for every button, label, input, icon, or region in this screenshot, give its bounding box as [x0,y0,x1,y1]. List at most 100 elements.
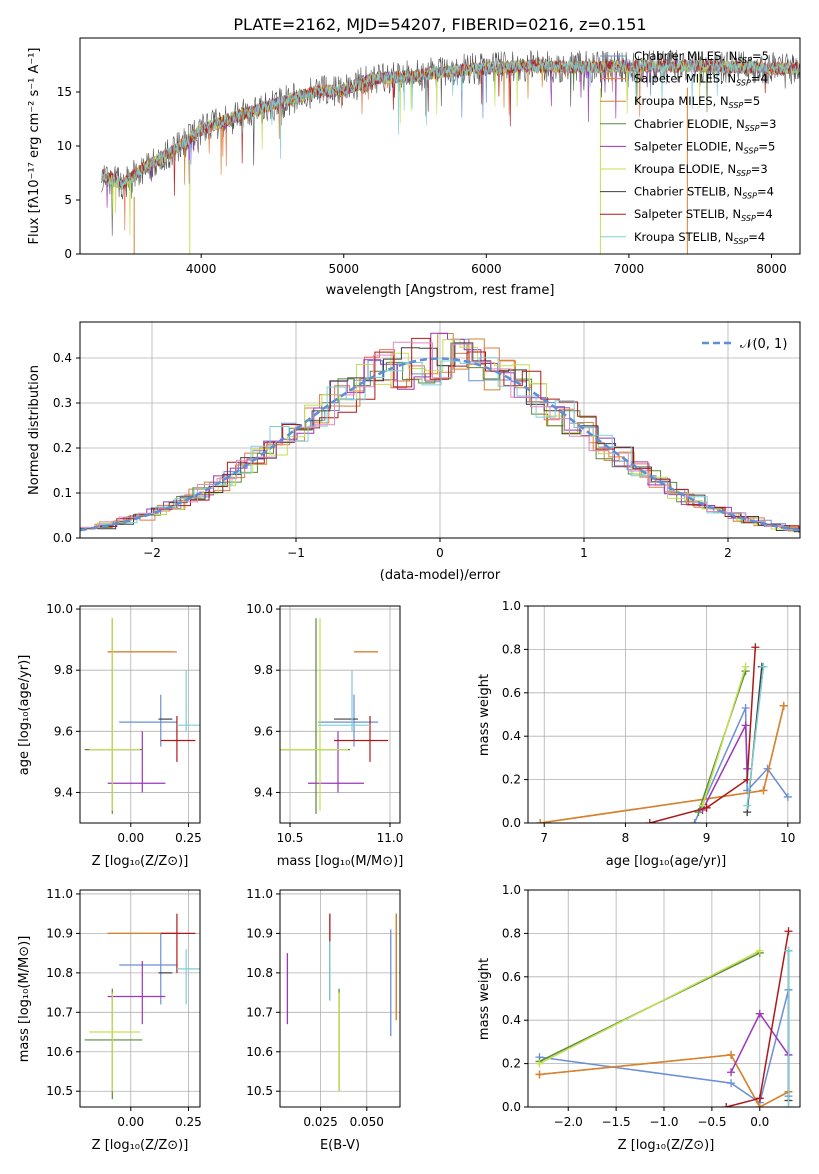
spectrum-xtick-label: 5000 [328,262,359,276]
residual-xtick-label: 2 [724,546,732,560]
mass-Z-panel-ytick-label: 11.0 [46,887,73,901]
mass-ebv-panel-xtick-label: 0.025 [303,1115,337,1129]
spectrum-ytick-label: 10 [57,139,72,153]
age-mass-panel-xtick-label: 11.0 [377,831,404,845]
weight-age-marker [783,792,792,801]
age-Z-panel-ytick-label: 9.8 [54,663,73,677]
age-Z-panel: 0.00 0.25 9.4 9.6 9.8 10.0 [46,602,202,845]
mass-ebv-panel-ytick-label: 10.7 [246,1005,273,1019]
weight-Z-marker [755,1103,764,1107]
weight-age-marker [536,819,545,823]
mass-Z-xlabel: Z [log₁₀(Z/Z⊙)] [92,1138,189,1153]
age-mass-panel-ytick-label: 10.0 [246,602,273,616]
weight-age-marker [741,662,750,671]
weight-Z-panel-xtick-label: 0.0 [750,1115,769,1129]
age-Z-panel-ytick-label: 10.0 [46,602,73,616]
weight-age-panel-ytick-label: 0.2 [502,773,521,787]
spectrum-legend-label: Salpeter ELODIE, NSSP=5 [634,139,775,155]
residual-ytick-label: 0.0 [53,531,72,545]
mass-ebv-xlabel: E(B-V) [320,1138,360,1153]
weight-Z-panel-ytick-label: 0.8 [502,926,521,940]
weight-Z-marker [784,1103,793,1107]
weight-age-line [701,666,747,806]
mass-Z-panel-ytick-label: 10.8 [46,966,73,980]
spectrum-line-kroupa-stelib [101,59,800,191]
weight-age-panel-ytick-label: 0.4 [502,729,521,743]
spectrum-xtick-label: 4000 [186,262,217,276]
residual-histogram [80,337,800,531]
mass-Z-panel-ytick-label: 10.6 [46,1045,73,1059]
spectrum-legend-label: Kroupa ELODIE, NSSP=3 [634,162,768,178]
weight-age-marker [645,819,654,823]
spectrum-ylabel: Flux [fλ10⁻¹⁷ erg cm⁻² s⁻¹ A⁻¹] [27,48,42,245]
residual-legend: 𝒩(0, 1) [702,337,787,352]
spectrum-legend-label: Kroupa MILES, NSSP=5 [634,94,760,110]
spectrum-line-chabrier-stelib [101,49,800,236]
mass-Z-panel: 0.00 0.25 10.5 10.6 10.7 10.8 10.9 11.0 [46,887,202,1129]
parameter-panels: 0.00 0.259.49.69.810.010.5 11.09.49.69.810… [46,599,801,1129]
age-mass-panel: 10.5 11.0 9.4 9.6 9.8 10.0 [246,602,403,845]
spectrum-legend: Chabrier MILES, NSSP=5 Salpeter MILES, NS… [600,49,776,246]
spectrum-ticks: 4000 5000 6000 7000 8000 0 5 10 15 [57,85,787,276]
residual-panel: −2 −1 0 1 2 0.0 0.1 0.2 0.3 0.4 𝒩(0, 1) (data-mod… [27,321,801,583]
mass-Z-ylabel: mass [log₁₀(M/M⊙)] [17,936,32,1063]
weight-Z-panel-ytick-label: 1.0 [502,883,521,897]
normal-curve-legend-label: 𝒩(0, 1) [740,337,787,352]
mass-Z-panel-xtick-label: 0.25 [175,1115,202,1129]
spectrum-legend-label: Kroupa STELIB, NSSP=4 [634,230,765,246]
weight-Z-panel-xtick-label: −0.5 [697,1115,726,1129]
residual-xlabel: (data-model)/error [380,568,501,583]
weight-Z-marker [755,1009,764,1018]
figure-title: PLATE=2162, MJD=54207, FIBERID=0216, z=0… [233,15,646,34]
spectrum-xlabel: wavelength [Angstrom, rest frame] [326,283,555,298]
weight-age-xlabel: age [log₁₀(age/yr)] [606,854,727,869]
axes-frame [79,605,201,824]
spectrum-ytick-label: 15 [57,85,72,99]
axes-frame [279,605,401,824]
age-mass-xlabel: mass [log₁₀(M/M⊙)] [277,854,404,869]
weight-Z-panel-ytick-label: 0.2 [502,1057,521,1071]
age-mass-panel-ytick-label: 9.6 [254,724,273,738]
weight-age-line [746,666,765,806]
spectrum-xtick-label: 6000 [471,262,502,276]
axes-frame [279,889,401,1108]
weight-Z-marker [755,946,764,955]
weight-Z-line [539,1054,789,1107]
residual-ytick-label: 0.1 [53,486,72,500]
residual-histogram [80,341,800,531]
weight-age-panel-xtick-label: 7 [540,831,548,845]
weight-age-panel: 7 8 9 10 0.0 0.2 0.4 0.6 0.8 1.0 [502,599,801,845]
spectrum-legend-label: Salpeter MILES, NSSP=4 [634,72,768,88]
age-Z-panel-ytick-label: 9.4 [54,785,73,799]
residual-histogram [80,339,800,533]
weight-Z-line [539,950,761,1065]
weight-Z-panel-marks [535,927,793,1107]
residual-xtick-label: −1 [287,546,305,560]
weight-age-panel-ytick-label: 0.0 [502,816,521,830]
weight-Z-marker [784,946,793,955]
weight-Z-marker [755,1094,764,1103]
weight-Z-marker [727,1068,736,1077]
weight-Z-marker [727,1079,736,1088]
weight-age-marker [690,819,699,823]
mass-Z-panel-ytick-label: 10.7 [46,1005,73,1019]
spectrum-legend-label: Salpeter STELIB, NSSP=4 [634,207,773,223]
weight-Z-ylabel: mass weight [477,958,492,1040]
residual-xtick-label: −2 [143,546,161,560]
spectrum-panel: 4000 5000 6000 7000 8000 0 5 10 15 Chabrier MILE… [27,37,801,298]
mass-Z-panel-marks [84,913,200,1100]
mass-Z-panel-ytick-label: 10.5 [46,1084,73,1098]
mass-ebv-panel: 0.025 0.050 10.5 10.6 10.7 10.8 10.9 11.0 [246,887,401,1129]
weight-Z-marker [722,1103,731,1107]
weight-age-marker [759,662,768,671]
weight-Z-panel-xtick-label: −1.0 [649,1115,678,1129]
axes-frame [79,889,201,1108]
axes-frame [527,605,801,824]
weight-age-line [701,722,748,811]
weight-Z-xlabel: Z [log₁₀(Z/Z⊙)] [618,1138,715,1153]
age-Z-xlabel: Z [log₁₀(Z/Z⊙)] [92,854,189,869]
spectrum-xtick-label: 7000 [614,262,645,276]
weight-Z-panel-ytick-label: 0.6 [502,970,521,984]
residual-grid: −2 −1 0 1 2 0.0 0.1 0.2 0.3 0.4 [53,322,800,560]
